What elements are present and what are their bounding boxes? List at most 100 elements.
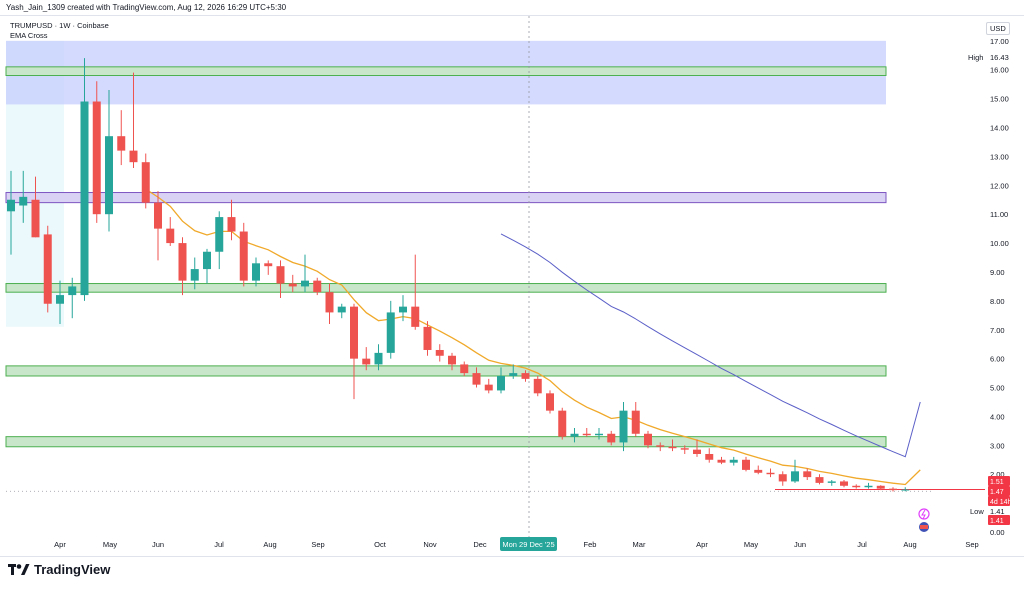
x-tick-label: Aug	[903, 540, 916, 549]
candle-body	[374, 352, 383, 365]
candle	[19, 170, 28, 223]
candle	[239, 222, 248, 287]
candle-body	[570, 433, 579, 437]
candle-body	[435, 349, 444, 356]
candle	[435, 344, 444, 362]
candle-body	[889, 488, 897, 491]
symbol-legend[interactable]: TRUMPUSD · 1W · Coinbase	[10, 21, 109, 30]
candle-body	[325, 292, 334, 313]
candle-body	[337, 306, 346, 313]
candle-body	[840, 481, 848, 486]
candle	[56, 280, 64, 324]
candle	[43, 225, 52, 313]
candle	[484, 378, 493, 394]
candlestick-chart[interactable]: 17.00 16.00 15.00 14.00 13.00 12.00 11.00 10.00…	[0, 16, 1024, 556]
indicator-legend[interactable]: EMA Cross	[10, 31, 48, 40]
candle	[7, 170, 15, 255]
flag-stripe-icon	[920, 525, 928, 529]
candle	[717, 456, 726, 465]
candle	[276, 260, 285, 298]
zone-green	[5, 66, 887, 77]
y-tick-label: 8.00	[990, 297, 1005, 306]
zones-layer	[5, 40, 887, 448]
low-label: Low	[970, 507, 984, 516]
candle-body	[533, 378, 542, 394]
candle	[252, 257, 260, 287]
y-tick-label: 17.00	[990, 37, 1009, 46]
ema-slow-line	[500, 233, 921, 458]
high-tag-bg	[962, 51, 985, 63]
candle	[215, 211, 224, 270]
candle	[423, 321, 432, 356]
candle-body	[778, 474, 787, 482]
candle	[337, 303, 346, 319]
currency-selector[interactable]: USD	[986, 22, 1010, 35]
candle	[105, 89, 113, 232]
candle-body	[92, 101, 101, 215]
candle-body	[631, 410, 640, 434]
candle	[595, 427, 603, 440]
y-tick-label: 14.00	[990, 124, 1009, 133]
candle-body	[239, 231, 248, 281]
x-tick-label: Apr	[696, 540, 708, 549]
candle-body	[252, 263, 260, 281]
candle	[766, 468, 775, 478]
candle-body	[864, 485, 873, 488]
candle	[840, 479, 848, 488]
candle-body	[717, 459, 726, 463]
candle-body	[215, 217, 224, 252]
tradingview-logo-icon	[8, 563, 30, 575]
candle-body	[423, 326, 432, 350]
candle-body	[803, 471, 812, 478]
candle-body	[766, 472, 775, 475]
candle	[754, 465, 763, 475]
candle	[399, 295, 407, 322]
zone-purple	[5, 192, 887, 204]
x-tick-label: Mar	[633, 540, 646, 549]
x-tick-label: Oct	[374, 540, 387, 549]
low-price: 1.41	[990, 507, 1005, 516]
y-tick-label: 12.00	[990, 181, 1009, 190]
candle	[313, 277, 322, 296]
low-price-tag: 1.41	[990, 518, 1004, 525]
candle-body	[815, 477, 824, 483]
candle-body	[656, 445, 665, 447]
candle	[852, 484, 861, 489]
candle	[705, 448, 714, 463]
price-tag-1-bg	[988, 476, 1010, 486]
candle-body	[31, 199, 40, 238]
x-tick-label: Dec	[473, 540, 487, 549]
x-tick-label: Feb	[584, 540, 597, 549]
candle-body	[129, 150, 138, 163]
chart-attribution: Yash_Jain_1309 created with TradingView.…	[6, 3, 287, 12]
candle	[582, 427, 591, 437]
candle	[619, 401, 628, 452]
candle-body	[154, 202, 162, 229]
candle-body	[386, 312, 395, 353]
candle-body	[313, 280, 322, 293]
candle-body	[7, 199, 15, 212]
candle	[264, 260, 273, 275]
countdown-tag: 4d 14h	[990, 499, 1012, 506]
candle	[166, 217, 175, 246]
candle-body	[460, 364, 469, 374]
y-tick-label: 9.00	[990, 268, 1005, 277]
candle	[301, 254, 309, 293]
x-tick-label: Jun	[152, 540, 164, 549]
candle	[656, 442, 665, 452]
candle	[901, 487, 910, 492]
chart-area[interactable]: 17.00 16.00 15.00 14.00 13.00 12.00 11.00 10.00…	[0, 15, 1024, 557]
candle-body	[546, 393, 554, 411]
candle-body	[791, 471, 799, 482]
x-tick-label: Sep	[965, 540, 978, 549]
candle	[693, 439, 701, 457]
low-tag-bg	[964, 505, 986, 517]
candle-body	[80, 101, 89, 296]
candle-body	[582, 433, 591, 436]
candle-body	[509, 373, 518, 376]
candle	[411, 254, 420, 330]
y-tick-label: 13.00	[990, 152, 1009, 161]
candle	[460, 361, 469, 376]
x-tick-label: Aug	[263, 540, 276, 549]
candle	[815, 474, 824, 485]
